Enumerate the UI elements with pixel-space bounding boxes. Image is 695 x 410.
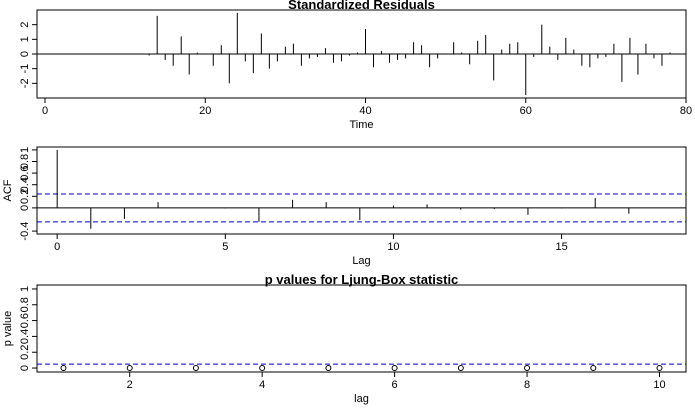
p-value-point: [126, 365, 133, 372]
x-tick-label: 10: [653, 379, 665, 391]
p-value-point: [192, 365, 199, 372]
y-tick-label: 0.8: [19, 297, 31, 312]
y-tick-label: 0: [19, 205, 31, 211]
y-tick-label: -0.4: [19, 222, 31, 241]
x-tick-label: 5: [222, 241, 228, 253]
y-tick-label: 0.2: [19, 345, 31, 360]
x-tick-label: 80: [680, 105, 692, 117]
x-tick-label: 8: [524, 379, 530, 391]
y-tick-label: 0: [19, 365, 31, 371]
x-axis-label: lag: [354, 393, 369, 405]
plot-frame: [36, 146, 687, 235]
y-tick-label: 0.8: [19, 154, 31, 169]
x-tick-label: 0: [54, 241, 60, 253]
y-tick-label: 1: [19, 147, 31, 153]
x-tick-label: 4: [259, 379, 265, 391]
y-tick-label: -1: [19, 64, 31, 74]
y-tick-label: 0.2: [19, 189, 31, 204]
y-tick-label: 1: [19, 36, 31, 42]
x-axis-label: Time: [349, 119, 373, 131]
y-tick-label: 0: [19, 51, 31, 57]
y-tick-label: 0.6: [19, 313, 31, 328]
p-value-point: [391, 365, 398, 372]
y-axis-label: p value: [2, 311, 14, 346]
plot-frame: [36, 284, 687, 373]
p-value-point: [590, 365, 597, 372]
p-value-point: [60, 365, 67, 372]
y-tick-label: 1: [19, 286, 31, 292]
y-tick-label: 2: [19, 22, 31, 28]
y-tick-label: 0.6: [19, 165, 31, 180]
p-value-point: [259, 365, 266, 372]
y-tick-label: 0.4: [19, 177, 31, 192]
chart-title: Standardized Residuals: [288, 0, 435, 12]
p-value-point: [524, 365, 531, 372]
x-tick-label: 15: [555, 241, 567, 253]
x-tick-label: 20: [199, 105, 211, 117]
x-tick-label: 6: [392, 379, 398, 391]
x-tick-label: 0: [42, 105, 48, 117]
chart-title: p values for Ljung-Box statistic: [265, 272, 459, 287]
x-axis-label: Lag: [352, 255, 370, 267]
y-axis-label: ACF: [2, 179, 14, 201]
x-tick-label: 40: [359, 105, 371, 117]
y-tick-label: 0.4: [19, 329, 31, 344]
p-value-point: [656, 365, 663, 372]
x-tick-label: 10: [387, 241, 399, 253]
p-value-point: [457, 365, 464, 372]
x-tick-label: 60: [520, 105, 532, 117]
x-tick-label: 2: [127, 379, 133, 391]
p-value-point: [325, 365, 332, 372]
y-tick-label: -2: [19, 78, 31, 88]
